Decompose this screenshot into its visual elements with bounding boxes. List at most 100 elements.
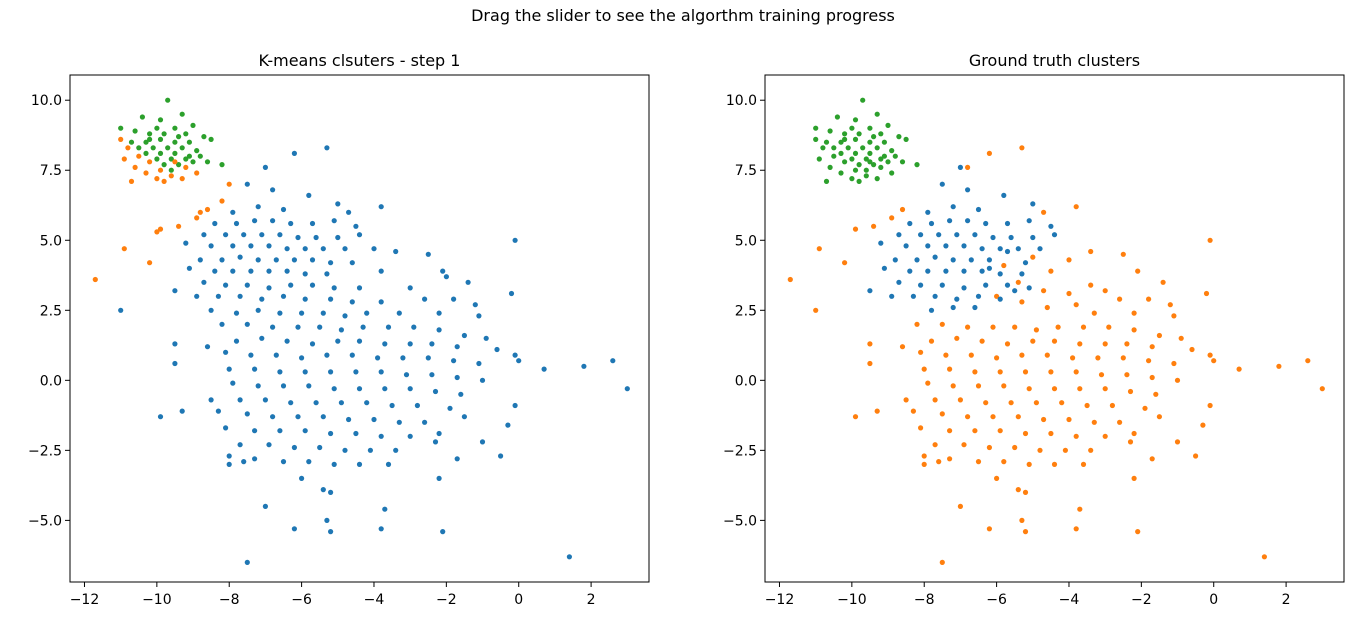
x-tick-label: −10 xyxy=(142,592,172,608)
scatter-point xyxy=(161,162,167,168)
scatter-point xyxy=(997,246,1003,252)
scatter-point xyxy=(1044,352,1050,358)
scatter-point xyxy=(288,220,294,227)
scatter-point xyxy=(986,257,993,263)
x-tick-label: 2 xyxy=(1282,592,1291,608)
scatter-point xyxy=(1091,310,1097,316)
scatter-point xyxy=(183,240,189,246)
scatter-point xyxy=(382,506,388,512)
scatter-point xyxy=(436,475,442,481)
scatter-point xyxy=(204,159,211,165)
scatter-point xyxy=(132,128,138,134)
scatter-point xyxy=(1131,327,1137,333)
scatter-point xyxy=(1041,288,1047,294)
scatter-point xyxy=(136,145,142,151)
scatter-point xyxy=(259,335,265,341)
scatter-point xyxy=(168,156,174,162)
truth-series-1 xyxy=(867,164,1058,313)
scatter-point xyxy=(447,405,453,411)
scatter-point xyxy=(1174,439,1181,445)
x-tick-label: −2 xyxy=(1131,592,1152,608)
scatter-point xyxy=(328,369,334,375)
scatter-point xyxy=(1051,232,1058,238)
scatter-point xyxy=(1070,355,1076,361)
kmeans-series-2 xyxy=(118,145,630,566)
y-tick-label: −2.5 xyxy=(723,443,757,459)
scatter-point xyxy=(277,232,283,238)
scatter-point xyxy=(1167,302,1173,308)
scatter-point xyxy=(1048,223,1054,229)
scatter-point xyxy=(1117,419,1123,425)
scatter-point xyxy=(1004,248,1011,255)
y-tick-label: −5.0 xyxy=(723,513,757,529)
scatter-point xyxy=(874,176,880,182)
scatter-point xyxy=(1001,459,1007,465)
scatter-point xyxy=(1127,388,1134,395)
scatter-point xyxy=(1135,268,1141,274)
scatter-point xyxy=(939,282,945,288)
scatter-point xyxy=(932,293,938,299)
scatter-point xyxy=(176,134,182,140)
scatter-point xyxy=(364,400,370,406)
scatter-point xyxy=(454,344,460,350)
scatter-point xyxy=(277,369,283,375)
scatter-point xyxy=(954,296,960,302)
scatter-point xyxy=(878,156,884,162)
scatter-point xyxy=(396,310,402,316)
scatter-point xyxy=(302,428,308,434)
scatter-point xyxy=(219,162,225,168)
scatter-point xyxy=(451,296,457,302)
scatter-point xyxy=(1131,430,1137,437)
scatter-point xyxy=(313,234,319,241)
scatter-point xyxy=(454,456,460,462)
scatter-point xyxy=(288,400,294,406)
scatter-point xyxy=(353,430,359,437)
scatter-point xyxy=(871,223,877,229)
kmeans-series-0 xyxy=(118,97,225,173)
scatter-point xyxy=(237,397,243,403)
scatter-point xyxy=(1033,400,1039,406)
scatter-point xyxy=(1156,332,1162,339)
scatter-point xyxy=(1001,192,1007,198)
scatter-point xyxy=(881,153,888,159)
scatter-point xyxy=(994,475,1000,481)
scatter-point xyxy=(479,439,486,445)
scatter-point xyxy=(1124,341,1130,347)
scatter-point xyxy=(1015,279,1021,285)
scatter-point xyxy=(1041,416,1047,423)
scatter-point xyxy=(121,246,127,252)
scatter-point xyxy=(979,246,985,252)
scatter-point xyxy=(223,282,229,288)
scatter-point xyxy=(849,176,855,182)
scatter-point xyxy=(852,167,859,173)
scatter-point xyxy=(1149,456,1155,462)
scatter-point xyxy=(252,218,258,224)
scatter-point xyxy=(907,220,913,227)
x-tick-label: −12 xyxy=(70,592,100,608)
kmeans-series-1 xyxy=(92,136,232,283)
scatter-point xyxy=(1080,324,1087,330)
scatter-point xyxy=(925,209,931,215)
scatter-point xyxy=(986,444,993,451)
scatter-point xyxy=(328,260,334,266)
kmeans-plot: K-means clsuters - step 1 −12 −10 −8 −6 −4 −2 0… xyxy=(28,51,650,608)
scatter-point xyxy=(403,372,410,378)
scatter-point xyxy=(581,363,587,369)
scatter-point xyxy=(262,503,268,509)
scatter-point xyxy=(845,145,851,151)
x-tick-label: −8 xyxy=(219,592,240,608)
scatter-point xyxy=(867,150,873,156)
x-tick-label: −2 xyxy=(436,592,457,608)
scatter-point xyxy=(1088,248,1094,255)
scatter-point xyxy=(320,414,326,420)
scatter-point xyxy=(165,145,171,151)
scatter-point xyxy=(346,416,352,423)
scatter-point xyxy=(197,153,203,159)
scatter-point xyxy=(356,338,363,344)
scatter-point xyxy=(1149,344,1155,350)
scatter-point xyxy=(936,459,942,465)
scatter-point xyxy=(820,145,826,151)
scatter-point xyxy=(302,369,308,375)
scatter-point xyxy=(918,282,924,288)
scatter-point xyxy=(878,240,884,246)
